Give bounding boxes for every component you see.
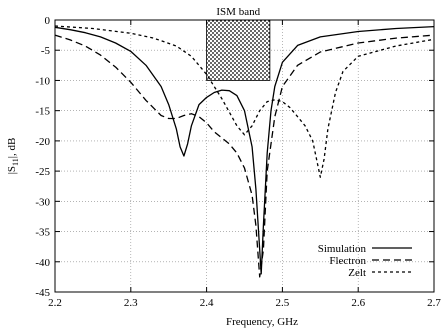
legend-label-flectron: Flectron bbox=[329, 255, 366, 267]
y-tick-label: -10 bbox=[35, 75, 50, 87]
legend-label-zelt: Zelt bbox=[348, 267, 366, 279]
ism-band-region bbox=[206, 19, 271, 81]
series-layer bbox=[54, 25, 435, 278]
x-tick-label: 2.3 bbox=[124, 297, 138, 309]
plot-frame bbox=[54, 19, 435, 293]
y-axis-label-subscript: 11 bbox=[11, 158, 20, 166]
x-tick-label: 2.6 bbox=[351, 297, 365, 309]
y-axis-label-main: |S bbox=[6, 166, 18, 174]
x-tick-label: 2.4 bbox=[200, 297, 214, 309]
y-tick-label: -15 bbox=[35, 106, 50, 118]
x-axis-label: Frequency, GHz bbox=[226, 316, 298, 328]
y-tick-label: -40 bbox=[35, 257, 50, 269]
x-tick-label: 2.7 bbox=[427, 297, 441, 309]
legend-label-simulation: Simulation bbox=[318, 243, 367, 255]
x-tick-label: 2.2 bbox=[48, 297, 62, 309]
x-axis: 2.2 2.3 2.4 2.5 2.6 2.7 bbox=[48, 20, 441, 309]
ism-band-label: ISM band bbox=[216, 6, 260, 18]
x-tick-label: 2.5 bbox=[276, 297, 290, 309]
y-tick-label: -25 bbox=[35, 166, 50, 178]
series-line-flectron bbox=[54, 34, 435, 278]
series-line-simulation bbox=[54, 25, 435, 275]
y-tick-label: -35 bbox=[35, 227, 50, 239]
y-axis-label-tail: |, dB bbox=[6, 138, 18, 159]
series-line-zelt bbox=[54, 25, 435, 178]
y-tick-label: -30 bbox=[35, 196, 50, 208]
y-tick-label: 0 bbox=[45, 15, 51, 27]
y-tick-label: -45 bbox=[35, 287, 50, 299]
y-axis: 0 -5 -10 -15 -20 -25 -30 -35 -40 -45 bbox=[35, 15, 434, 299]
y-tick-label: -20 bbox=[35, 136, 50, 148]
y-tick-label: -5 bbox=[41, 45, 51, 57]
y-axis-label: |S11|, dB bbox=[6, 138, 20, 175]
